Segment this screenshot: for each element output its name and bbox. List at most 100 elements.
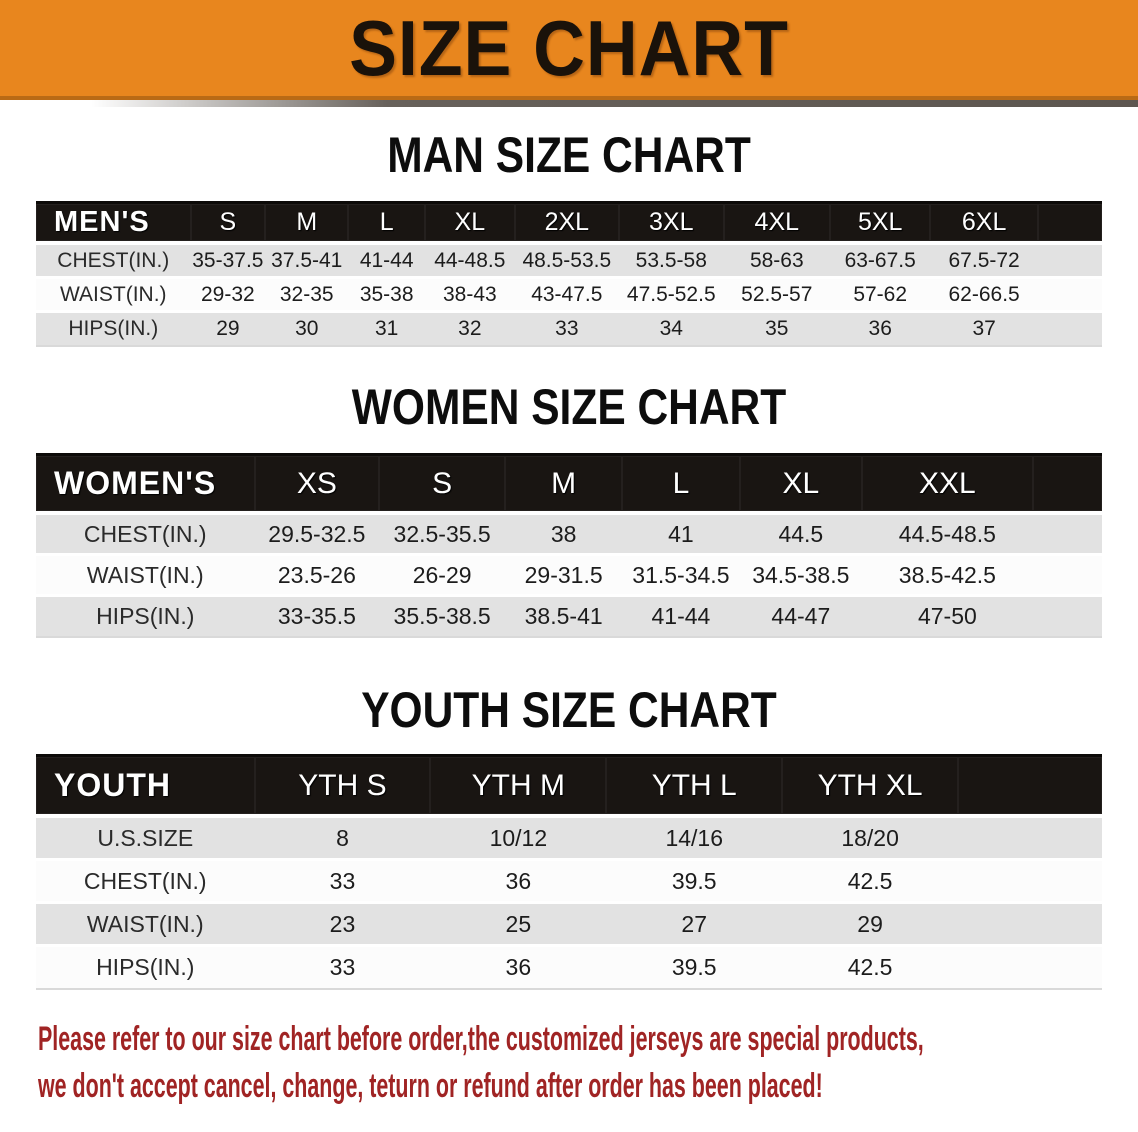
row-label-waist-in: WAIST(IN.) [36, 904, 255, 947]
size-value-cell: 32-35 [265, 279, 349, 313]
table-row-waist-in: WAIST(IN.) 23 25 27 29 [36, 904, 1102, 947]
row-label-chest-in: CHEST(IN.) [36, 515, 255, 556]
size-value-cell: 29-32 [190, 279, 266, 313]
table-header-label-men: MEN'S [36, 201, 191, 245]
size-value-cell: 34 [619, 313, 724, 347]
row-label-waist-in: WAIST(IN.) [36, 556, 255, 597]
row-spacer-cell [1032, 515, 1102, 556]
section-heading-women: WOMEN SIZE CHART [351, 379, 787, 435]
size-column-header: 3XL [619, 201, 724, 245]
table-header-row: YOUTH YTH S YTH M YTH L YTH XL [36, 754, 1102, 818]
size-column-header: XXL [862, 453, 1033, 515]
size-value-cell: 33 [254, 947, 431, 990]
row-label-waist-in: WAIST(IN.) [36, 279, 191, 313]
size-value-cell: 36 [430, 861, 607, 904]
size-column-header: 6XL [930, 201, 1038, 245]
size-table-women: WOMEN'S XS S M L XL XXL CHEST(IN.) 29.5-32.5 32.5… [36, 453, 1102, 638]
size-value-cell: 44-48.5 [425, 245, 515, 279]
size-value-cell: 43-47.5 [514, 279, 620, 313]
section-men: MAN SIZE CHART MEN'S S M L XL 2XL 3XL 4XL 5XL 6XL C… [36, 129, 1102, 347]
table-header-label-youth: YOUTH [36, 754, 255, 818]
row-spacer-cell [1032, 597, 1102, 638]
size-column-header: XS [254, 453, 380, 515]
size-value-cell: 34.5-38.5 [739, 556, 863, 597]
size-value-cell: 38-43 [425, 279, 515, 313]
banner: SIZE CHART [0, 0, 1138, 100]
size-column-header: 5XL [830, 201, 931, 245]
size-value-cell: 37.5-41 [265, 245, 349, 279]
size-value-cell: 25 [430, 904, 607, 947]
size-table-youth: YOUTH YTH S YTH M YTH L YTH XL U.S.SIZE 8 10/12… [36, 754, 1102, 990]
size-value-cell: 31.5-34.5 [622, 556, 740, 597]
size-value-cell: 53.5-58 [619, 245, 724, 279]
size-column-header: M [505, 453, 623, 515]
size-value-cell: 30 [265, 313, 349, 347]
size-value-cell: 35-37.5 [190, 245, 266, 279]
size-value-cell: 58-63 [723, 245, 831, 279]
size-value-cell: 32.5-35.5 [379, 515, 506, 556]
size-value-cell: 38 [505, 515, 623, 556]
size-value-cell: 41-44 [348, 245, 426, 279]
size-value-cell: 35-38 [348, 279, 426, 313]
table-row-chest-in: CHEST(IN.) 29.5-32.5 32.5-35.5 38 41 44.5 44.5… [36, 515, 1102, 556]
size-column-header: 4XL [723, 201, 831, 245]
size-value-cell: 44.5 [739, 515, 863, 556]
table-row-chest-in: CHEST(IN.) 35-37.5 37.5-41 41-44 44-48.5 48.5… [36, 245, 1102, 279]
table-row-waist-in: WAIST(IN.) 23.5-26 26-29 29-31.5 31.5-34.5 34… [36, 556, 1102, 597]
size-value-cell: 47.5-52.5 [619, 279, 724, 313]
size-value-cell: 23 [254, 904, 431, 947]
banner-shadow [0, 100, 1138, 107]
section-heading-youth: YOUTH SIZE CHART [361, 682, 777, 738]
size-value-cell: 62-66.5 [930, 279, 1038, 313]
size-value-cell: 32 [425, 313, 515, 347]
row-spacer-cell [958, 904, 1102, 947]
size-column-header: YTH M [430, 754, 607, 818]
size-column-header: YTH L [606, 754, 783, 818]
row-label-hips-in: HIPS(IN.) [36, 313, 191, 347]
row-spacer-cell [1037, 313, 1102, 347]
size-value-cell: 35 [723, 313, 831, 347]
header-spacer-cell [1037, 201, 1102, 245]
row-label-u-s-size: U.S.SIZE [36, 818, 255, 861]
size-value-cell: 44-47 [739, 597, 863, 638]
size-table-men: MEN'S S M L XL 2XL 3XL 4XL 5XL 6XL CHEST(IN.) 35-37… [36, 201, 1102, 347]
size-value-cell: 57-62 [830, 279, 931, 313]
size-value-cell: 33 [514, 313, 620, 347]
row-spacer-cell [958, 947, 1102, 990]
banner-title: SIZE CHART [349, 3, 789, 92]
row-spacer-cell [958, 861, 1102, 904]
size-column-header: M [265, 201, 349, 245]
section-women: WOMEN SIZE CHART WOMEN'S XS S M L XL XXL CHEST(I… [36, 381, 1102, 638]
size-value-cell: 39.5 [606, 861, 783, 904]
size-value-cell: 63-67.5 [830, 245, 931, 279]
table-row-u-s-size: U.S.SIZE 8 10/12 14/16 18/20 [36, 818, 1102, 861]
size-value-cell: 44.5-48.5 [862, 515, 1033, 556]
size-value-cell: 31 [348, 313, 426, 347]
size-value-cell: 35.5-38.5 [379, 597, 506, 638]
row-spacer-cell [1037, 245, 1102, 279]
size-value-cell: 33-35.5 [254, 597, 380, 638]
size-chart-sections: MAN SIZE CHART MEN'S S M L XL 2XL 3XL 4XL 5XL 6XL C… [0, 129, 1138, 990]
size-column-header: XL [739, 453, 863, 515]
size-value-cell: 67.5-72 [930, 245, 1038, 279]
size-value-cell: 38.5-42.5 [862, 556, 1033, 597]
size-value-cell: 38.5-41 [505, 597, 623, 638]
size-value-cell: 39.5 [606, 947, 783, 990]
size-column-header: 2XL [514, 201, 620, 245]
size-value-cell: 29 [782, 904, 959, 947]
size-value-cell: 8 [254, 818, 431, 861]
section-heading-men: MAN SIZE CHART [387, 127, 751, 183]
size-value-cell: 33 [254, 861, 431, 904]
size-value-cell: 52.5-57 [723, 279, 831, 313]
row-spacer-cell [1037, 279, 1102, 313]
row-spacer-cell [1032, 556, 1102, 597]
section-youth: YOUTH SIZE CHART YOUTH YTH S YTH M YTH L YTH … [36, 684, 1102, 990]
size-value-cell: 41-44 [622, 597, 740, 638]
row-label-chest-in: CHEST(IN.) [36, 861, 255, 904]
size-column-header: L [622, 453, 740, 515]
size-value-cell: 47-50 [862, 597, 1033, 638]
size-value-cell: 29-31.5 [505, 556, 623, 597]
table-row-chest-in: CHEST(IN.) 33 36 39.5 42.5 [36, 861, 1102, 904]
table-header-row: MEN'S S M L XL 2XL 3XL 4XL 5XL 6XL [36, 201, 1102, 245]
